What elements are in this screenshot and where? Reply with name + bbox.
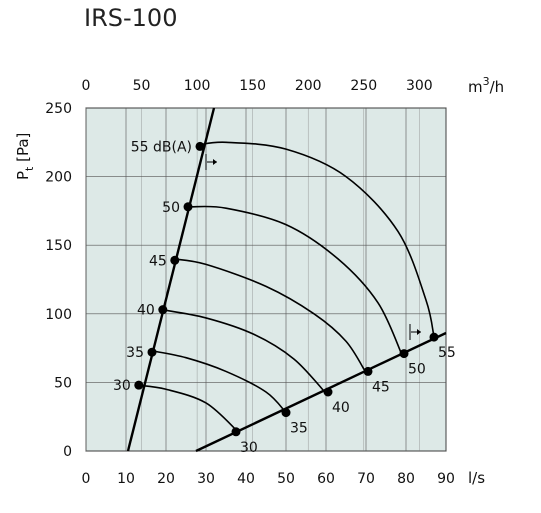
x-tick-label: 30 <box>197 471 215 487</box>
point-marker <box>363 366 373 376</box>
curve-35 <box>151 350 287 414</box>
x-top-unit: m3/h <box>468 75 504 96</box>
x-tick-label: 60 <box>317 471 335 487</box>
point-label: 45 <box>372 379 390 395</box>
curve-40 <box>161 308 327 394</box>
point-label: 35 <box>126 345 144 361</box>
x-tick-label: 10 <box>117 471 135 487</box>
x-top-tick-label: 200 <box>295 78 322 94</box>
curve-55 <box>197 141 435 338</box>
plot-area <box>85 107 447 452</box>
left-system-line <box>126 107 216 452</box>
point-label: 55 dB(A) <box>131 139 192 155</box>
chart-title: IRS-100 <box>84 4 178 32</box>
curve-50 <box>189 205 403 356</box>
y-tick-label: 50 <box>54 375 72 391</box>
x-top-tick-label: 50 <box>133 78 151 94</box>
point-marker <box>183 202 193 212</box>
x-top-tick-label: 150 <box>239 78 266 94</box>
point-label: 40 <box>332 400 350 416</box>
x-top-tick-label: 100 <box>184 78 211 94</box>
x-tick-label: 0 <box>82 471 91 487</box>
point-label: 30 <box>240 440 258 456</box>
x-top-tick-label: 300 <box>406 78 433 94</box>
x-tick-label: 70 <box>357 471 375 487</box>
y-tick-label: 0 <box>63 444 72 460</box>
x-tick-label: 50 <box>277 471 295 487</box>
x-top-tick-label: 250 <box>350 78 377 94</box>
point-marker <box>323 387 333 397</box>
point-marker <box>158 305 168 315</box>
point-label: 40 <box>137 303 155 319</box>
x-bottom-unit: l/s <box>468 469 485 487</box>
point-marker <box>195 141 205 151</box>
point-marker <box>170 255 180 265</box>
point-marker <box>399 349 409 359</box>
curve-30 <box>137 384 239 433</box>
y-tick-label: 100 <box>45 307 72 323</box>
point-label: 35 <box>290 421 308 437</box>
arrow-head <box>417 329 421 335</box>
point-label: 45 <box>149 253 167 269</box>
arrow-icon-top <box>205 154 217 170</box>
x-top-tick-label: 0 <box>82 78 91 94</box>
point-marker <box>231 427 241 437</box>
curve-45 <box>173 258 367 374</box>
arrow-icon-right <box>409 324 421 340</box>
point-marker <box>147 347 157 357</box>
point-label: 30 <box>113 378 131 394</box>
point-marker <box>281 408 291 418</box>
x-tick-label: 40 <box>237 471 255 487</box>
point-marker <box>134 380 144 390</box>
x-tick-label: 90 <box>437 471 455 487</box>
point-label: 50 <box>408 362 426 378</box>
arrow-head <box>213 159 217 165</box>
y-axis-label: Pt [Pa] <box>14 133 36 180</box>
point-label: 55 <box>438 345 456 361</box>
point-label: 50 <box>162 200 180 216</box>
x-tick-label: 20 <box>157 471 175 487</box>
y-tick-label: 150 <box>45 238 72 254</box>
point-marker <box>429 332 439 342</box>
x-tick-label: 80 <box>397 471 415 487</box>
y-tick-label: 200 <box>45 170 72 186</box>
y-tick-label: 250 <box>45 101 72 117</box>
